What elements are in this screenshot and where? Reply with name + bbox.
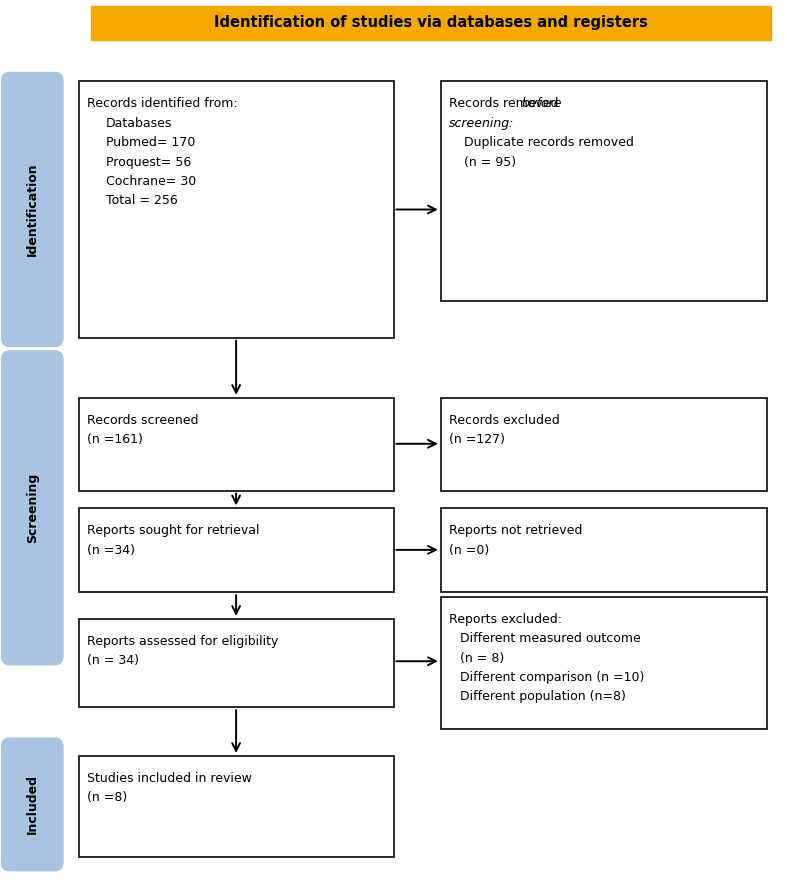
FancyBboxPatch shape [79,508,394,592]
Text: Studies included in review: Studies included in review [87,772,251,785]
FancyBboxPatch shape [79,81,394,338]
Text: Databases: Databases [106,117,172,130]
Text: Identification of studies via databases and registers: Identification of studies via databases … [214,16,648,30]
Text: (n = 8): (n = 8) [460,652,504,665]
Text: (n = 34): (n = 34) [87,654,139,667]
Text: Different population (n=8): Different population (n=8) [460,690,626,704]
Text: (n =34): (n =34) [87,544,135,557]
Text: (n =8): (n =8) [87,791,127,804]
FancyBboxPatch shape [2,351,63,665]
Text: Records removed: Records removed [449,97,562,110]
Text: Different measured outcome: Different measured outcome [460,632,641,645]
Text: (n =161): (n =161) [87,433,142,446]
FancyBboxPatch shape [79,619,394,707]
Text: before: before [522,97,562,110]
Text: Total = 256: Total = 256 [106,194,178,208]
Text: (n =0): (n =0) [449,544,489,557]
Text: Reports assessed for eligibility: Reports assessed for eligibility [87,635,278,648]
Text: Reports sought for retrieval: Reports sought for retrieval [87,524,259,537]
Text: (n = 95): (n = 95) [464,156,516,169]
Text: Reports not retrieved: Reports not retrieved [449,524,582,537]
Text: (n =127): (n =127) [449,433,504,446]
Text: Records screened: Records screened [87,414,198,427]
Text: Reports excluded:: Reports excluded: [449,613,562,626]
Text: Identification: Identification [26,163,39,256]
FancyBboxPatch shape [2,72,63,347]
Text: Screening: Screening [26,473,39,543]
Text: screening:: screening: [449,117,514,130]
Text: Duplicate records removed: Duplicate records removed [464,136,634,149]
FancyBboxPatch shape [441,398,767,491]
FancyBboxPatch shape [441,508,767,592]
Text: Different comparison (n =10): Different comparison (n =10) [460,671,645,684]
Text: Records excluded: Records excluded [449,414,560,427]
FancyBboxPatch shape [441,597,767,729]
Text: Pubmed= 170: Pubmed= 170 [106,136,196,149]
Text: Records identified from:: Records identified from: [87,97,237,110]
FancyBboxPatch shape [79,756,394,857]
Text: Cochrane= 30: Cochrane= 30 [106,175,197,188]
FancyBboxPatch shape [2,738,63,871]
FancyBboxPatch shape [79,398,394,491]
Text: Included: Included [26,774,39,834]
FancyBboxPatch shape [441,81,767,301]
FancyBboxPatch shape [91,6,771,40]
Text: Proquest= 56: Proquest= 56 [106,156,191,169]
